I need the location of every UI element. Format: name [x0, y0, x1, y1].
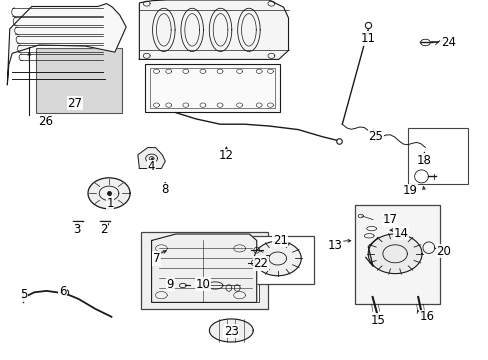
- Text: 13: 13: [327, 239, 342, 252]
- Text: 7: 7: [152, 252, 160, 265]
- Text: 17: 17: [382, 213, 397, 226]
- Text: 15: 15: [370, 314, 385, 327]
- Polygon shape: [139, 0, 288, 59]
- Text: 2: 2: [100, 223, 108, 236]
- Text: 4: 4: [147, 160, 155, 173]
- Text: 18: 18: [416, 154, 431, 167]
- Text: 6: 6: [59, 285, 66, 298]
- Bar: [36, 48, 122, 113]
- Polygon shape: [254, 241, 301, 276]
- Text: 20: 20: [436, 245, 450, 258]
- Text: 5: 5: [20, 288, 27, 301]
- Text: 16: 16: [419, 310, 433, 323]
- Polygon shape: [138, 148, 165, 168]
- Polygon shape: [88, 178, 130, 209]
- Bar: [141, 232, 267, 309]
- Bar: [163, 272, 259, 302]
- Text: 9: 9: [166, 278, 174, 291]
- Bar: [245, 236, 313, 284]
- Polygon shape: [151, 234, 256, 302]
- Text: 1: 1: [106, 197, 114, 210]
- Text: 3: 3: [73, 223, 81, 236]
- Text: 12: 12: [219, 149, 233, 162]
- Text: 8: 8: [161, 183, 169, 196]
- Bar: [150, 68, 275, 108]
- Bar: [145, 64, 280, 112]
- Text: 11: 11: [360, 32, 374, 45]
- Text: 27: 27: [67, 97, 82, 110]
- Polygon shape: [209, 319, 253, 342]
- Text: 21: 21: [272, 234, 287, 247]
- Text: 26: 26: [38, 115, 53, 128]
- Text: 10: 10: [195, 278, 210, 291]
- Polygon shape: [7, 4, 126, 85]
- Text: 22: 22: [253, 257, 267, 270]
- Bar: [407, 128, 468, 184]
- Text: 23: 23: [224, 325, 238, 338]
- Polygon shape: [367, 234, 421, 274]
- Bar: [354, 205, 439, 304]
- Text: 25: 25: [367, 130, 382, 143]
- Text: 14: 14: [393, 227, 407, 240]
- Text: 24: 24: [440, 36, 455, 49]
- Text: 19: 19: [402, 184, 416, 197]
